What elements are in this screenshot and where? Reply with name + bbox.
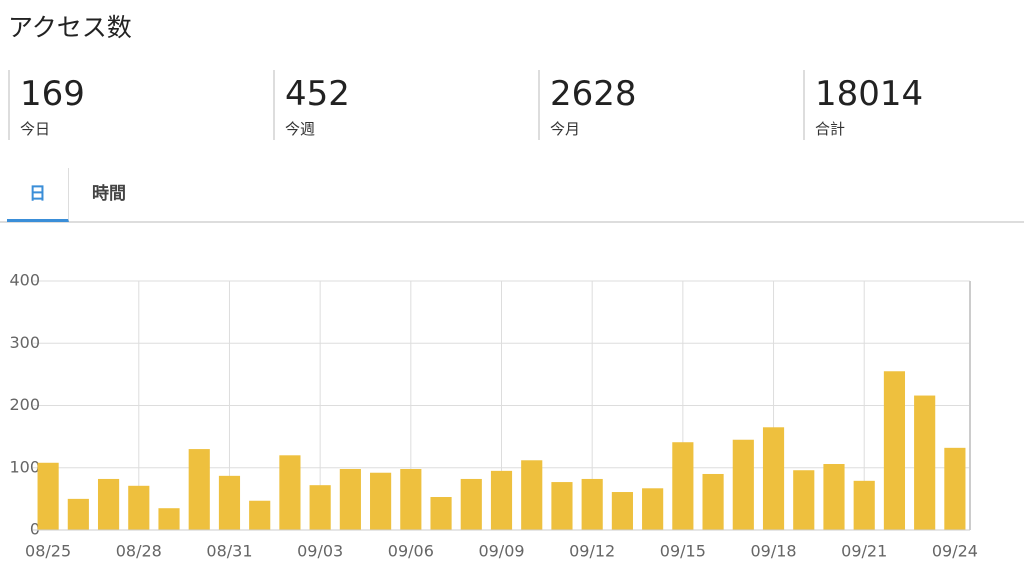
stat-card: 169 今日 [8, 70, 260, 140]
x-tick-label: 09/15 [660, 542, 706, 561]
bar [309, 485, 331, 530]
bar [218, 475, 241, 530]
tabs: 日 時間 [0, 168, 1024, 223]
bar [339, 468, 361, 530]
bar [672, 442, 694, 530]
bar [762, 427, 785, 530]
y-tick-label: 100 [9, 457, 40, 476]
stat-value: 452 [285, 74, 350, 114]
stat-value: 2628 [550, 74, 637, 114]
bar [611, 492, 633, 530]
bar [581, 478, 603, 530]
bar [823, 464, 845, 530]
bar [944, 447, 966, 530]
x-tick-label: 08/28 [116, 542, 162, 561]
x-tick-label: 09/21 [841, 542, 887, 561]
y-tick-label: 400 [9, 271, 40, 290]
stat-card: 18014 合計 [803, 70, 1024, 140]
x-tick-label: 09/09 [478, 542, 524, 561]
bar [490, 470, 513, 530]
bar [249, 500, 271, 530]
bar [400, 468, 422, 530]
page-title: アクセス数 [8, 13, 132, 42]
x-tick-label: 09/18 [750, 542, 796, 561]
bar [551, 482, 573, 530]
stat-value: 169 [20, 74, 85, 114]
x-tick-label: 09/06 [388, 542, 434, 561]
stat-value: 18014 [815, 74, 924, 114]
bar [853, 480, 875, 530]
bar [188, 449, 210, 530]
bar [883, 371, 906, 530]
x-tick-label: 08/31 [206, 542, 252, 561]
bar [97, 478, 120, 530]
stat-label: 今週 [285, 120, 316, 138]
bar [430, 497, 452, 530]
y-tick-label: 0 [30, 520, 40, 539]
x-tick-label: 09/12 [569, 542, 615, 561]
bar [128, 485, 150, 530]
tab[interactable]: 日 [7, 168, 69, 222]
bar [914, 395, 936, 530]
y-tick-label: 300 [9, 333, 40, 352]
x-tick-label: 09/24 [932, 542, 978, 561]
x-tick-label: 08/25 [25, 542, 71, 561]
stat-card: 452 今週 [273, 70, 525, 140]
bar [37, 462, 59, 530]
stat-label: 今月 [550, 120, 581, 138]
stat-card: 2628 今月 [538, 70, 790, 140]
bar [158, 508, 180, 530]
bar [793, 470, 815, 530]
bar [702, 473, 724, 530]
bar [460, 478, 482, 530]
bar [370, 472, 392, 530]
bar [279, 455, 301, 530]
tab[interactable]: 時間 [92, 184, 126, 204]
bar [67, 498, 89, 530]
y-tick-label: 200 [9, 395, 40, 414]
bar [732, 439, 754, 530]
bar [521, 460, 543, 530]
stat-label: 今日 [20, 120, 51, 138]
bar [642, 488, 664, 530]
stat-label: 合計 [815, 120, 846, 138]
x-tick-label: 09/03 [297, 542, 343, 561]
